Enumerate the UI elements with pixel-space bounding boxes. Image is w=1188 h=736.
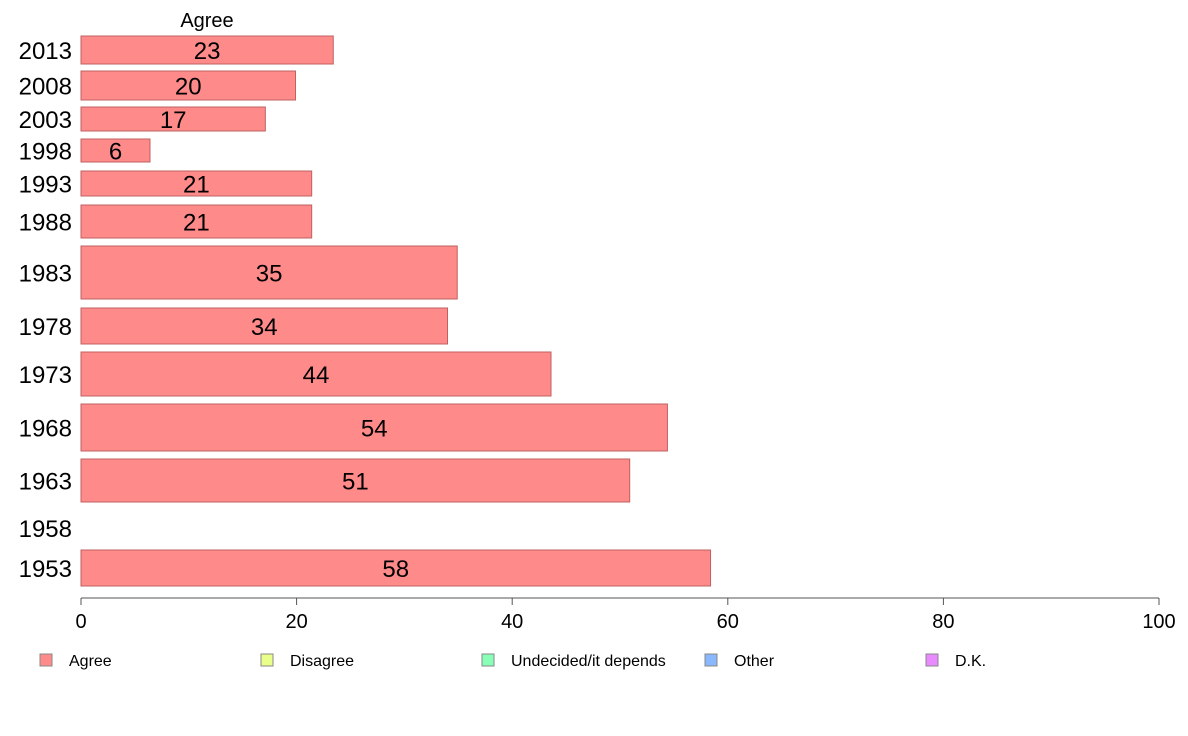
bar — [80, 458, 631, 503]
x-tick-label: 60 — [717, 611, 739, 633]
bar-value-label: 54 — [361, 416, 388, 443]
category-label: 1983 — [19, 261, 72, 288]
category-label: 1978 — [19, 314, 72, 341]
legend-label: D.K. — [955, 653, 986, 670]
legend-swatch — [481, 653, 495, 667]
series-title: Agree — [180, 10, 233, 32]
legend-label: Other — [734, 653, 775, 670]
bars-layer: 23 20 17 6 21 21 35 34 44 54 51 58 — [80, 35, 712, 587]
bar-value-label: 51 — [342, 469, 369, 496]
bar-value-label: 20 — [175, 74, 202, 101]
category-label: 2013 — [19, 38, 72, 65]
category-label: 1998 — [19, 139, 72, 166]
legend-label: Undecided/it depends — [511, 653, 666, 670]
bar-value-label: 58 — [382, 556, 409, 583]
bar-value-label: 34 — [251, 314, 278, 341]
x-axis: 0 20 40 60 80 100 — [75, 597, 1176, 633]
bar — [80, 204, 313, 239]
bar-value-label: 6 — [109, 139, 122, 166]
x-tick-label: 100 — [1142, 611, 1175, 633]
bar — [80, 245, 458, 300]
bar — [80, 106, 266, 132]
bar-value-label: 44 — [303, 362, 330, 389]
bar — [80, 403, 668, 452]
legend-label: Agree — [69, 653, 112, 670]
bar — [80, 351, 552, 397]
category-label: 1953 — [19, 556, 72, 583]
x-tick-label: 20 — [285, 611, 307, 633]
category-labels: 2013 2008 2003 1998 1993 1988 1983 1978 1973 1968… — [19, 38, 72, 583]
bar — [80, 138, 151, 163]
bar — [80, 170, 313, 197]
bar-value-label: 23 — [194, 38, 221, 65]
bar-value-label: 21 — [183, 210, 210, 237]
category-label: 1993 — [19, 172, 72, 199]
category-label: 1988 — [19, 210, 72, 237]
legend-swatch — [39, 653, 53, 667]
legend-swatch — [704, 653, 718, 667]
x-tick-label: 80 — [932, 611, 954, 633]
category-label: 1968 — [19, 416, 72, 443]
bar — [80, 549, 712, 587]
category-label: 1958 — [19, 516, 72, 543]
category-label: 1963 — [19, 469, 72, 496]
legend-label: Disagree — [290, 653, 354, 670]
bar — [80, 307, 449, 345]
bar — [80, 70, 297, 101]
category-label: 2003 — [19, 107, 72, 134]
legend: Agree Disagree Undecided/it depends Other D.… — [39, 653, 986, 670]
bar-value-label: 21 — [183, 172, 210, 199]
category-label: 1973 — [19, 362, 72, 389]
x-tick-label: 0 — [75, 611, 86, 633]
legend-swatch — [260, 653, 274, 667]
category-label: 2008 — [19, 74, 72, 101]
bar-value-label: 35 — [256, 261, 283, 288]
bar — [80, 35, 334, 65]
legend-swatch — [925, 653, 939, 667]
bar-value-label: 17 — [160, 107, 187, 134]
x-tick-label: 40 — [501, 611, 523, 633]
